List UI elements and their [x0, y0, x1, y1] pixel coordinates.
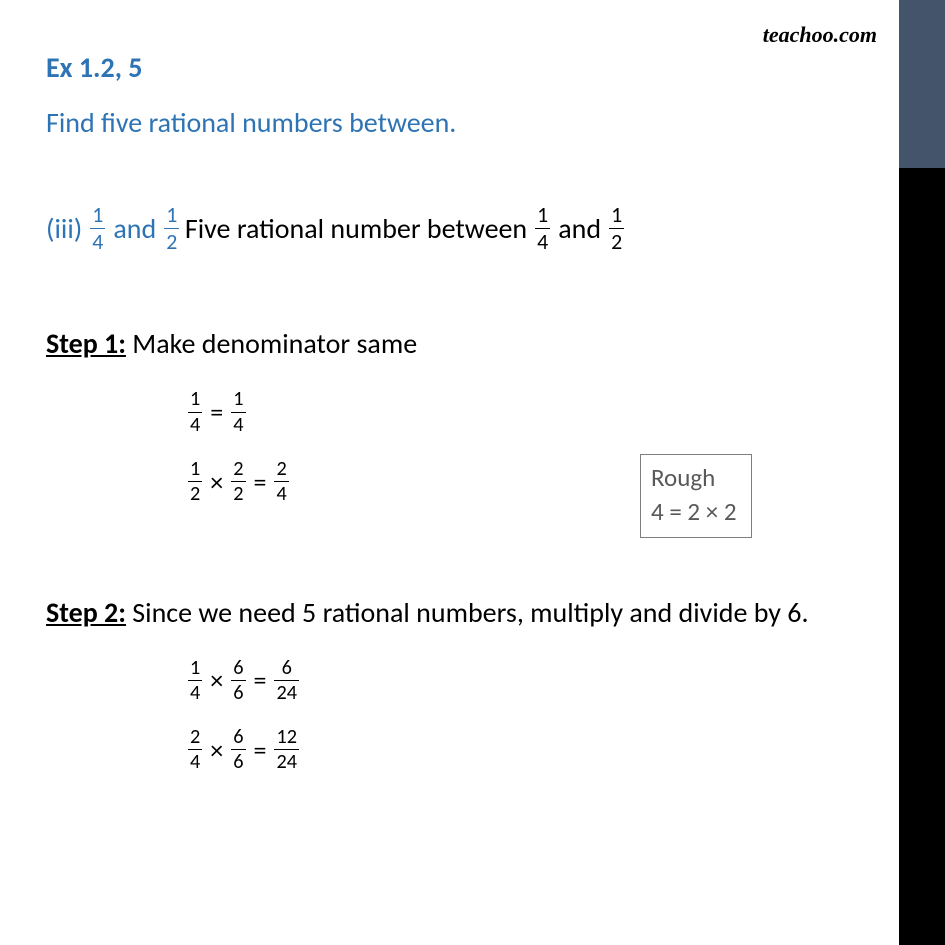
fraction-1-4: 1 4 [90, 204, 105, 253]
eq3-equals: = [254, 664, 267, 696]
question-text: Find five rational numbers between. [46, 101, 866, 146]
equation-4: 2 4 × 6 6 = 12 24 [186, 727, 866, 773]
eq1-b: 1 4 [231, 389, 245, 435]
step1-label: Step 1: [46, 326, 126, 361]
eq4-c: 12 24 [274, 727, 299, 773]
sidebar-top [899, 0, 945, 168]
step-2: Step 2: Since we need 5 rational numbers… [46, 595, 866, 630]
eq2-times: × [210, 466, 223, 498]
step2-text: Since we need 5 rational numbers, multip… [126, 595, 809, 630]
eq2-b: 2 2 [231, 459, 245, 505]
document-content: Ex 1.2, 5 Find five rational numbers bet… [46, 50, 866, 797]
eq3-c: 6 24 [274, 658, 299, 704]
equation-1: 1 4 = 1 4 [186, 389, 866, 435]
eq3-b: 6 6 [231, 658, 245, 704]
eq4-b: 6 6 [231, 727, 245, 773]
eq1-a: 1 4 [188, 389, 202, 435]
eq2-c: 2 4 [274, 459, 288, 505]
sidebar-bottom [899, 168, 945, 945]
question-part: (iii) 1 4 and 1 2 [46, 204, 181, 253]
eq4-times: × [210, 734, 223, 766]
step1-text: Make denominator same [126, 326, 417, 361]
rough-line-2: 4 = 2 × 2 [651, 495, 737, 529]
and-text: and [113, 211, 156, 246]
rough-line-1: Rough [651, 461, 737, 495]
eq3-a: 1 4 [188, 658, 202, 704]
rough-work-box: Rough 4 = 2 × 2 [640, 454, 752, 538]
and-text-b: and [558, 211, 601, 246]
fraction-1-4-b: 1 4 [535, 204, 550, 253]
watermark: teachoo.com [763, 22, 877, 48]
exercise-heading: Ex 1.2, 5 [46, 50, 866, 85]
intro-line: Five rational number between 1 4 and 1 2 [185, 204, 626, 253]
step2-equations: 1 4 × 6 6 = 6 24 2 4 × 6 6 = [186, 658, 866, 773]
eq4-equals: = [254, 734, 267, 766]
part-label: (iii) [46, 211, 82, 246]
step-1: Step 1: Make denominator same [46, 326, 866, 361]
fraction-1-2: 1 2 [164, 204, 179, 253]
eq4-a: 2 4 [188, 727, 202, 773]
eq3-times: × [210, 664, 223, 696]
equation-2: 1 2 × 2 2 = 2 4 [186, 459, 866, 505]
step2-label: Step 2: [46, 595, 126, 630]
eq2-a: 1 2 [188, 459, 202, 505]
equation-3: 1 4 × 6 6 = 6 24 [186, 658, 866, 704]
fraction-1-2-b: 1 2 [609, 204, 624, 253]
eq2-equals: = [254, 466, 267, 498]
step1-equations: 1 4 = 1 4 1 2 × 2 2 = 2 4 [186, 389, 866, 504]
intro-text: Five rational number between [185, 211, 527, 246]
eq1-equals: = [210, 396, 223, 428]
